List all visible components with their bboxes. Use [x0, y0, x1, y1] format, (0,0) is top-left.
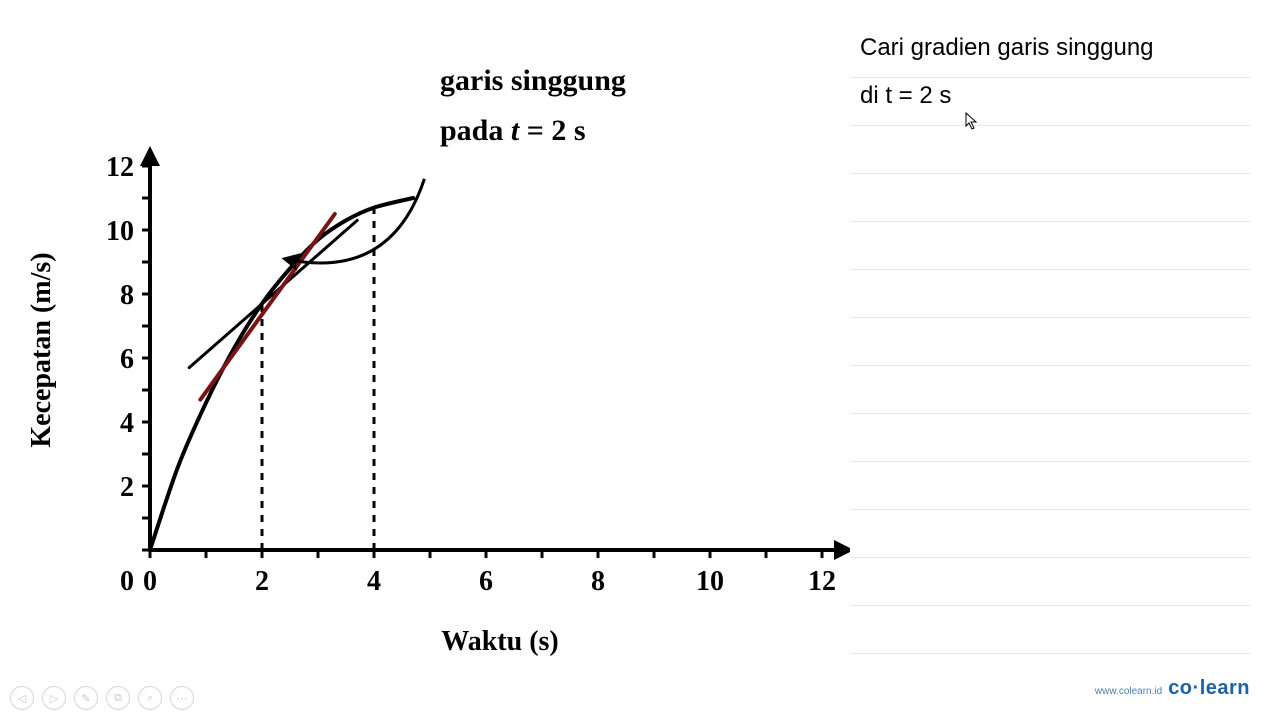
copy-icon[interactable]: ⧉: [106, 686, 130, 710]
note-line: [850, 606, 1250, 654]
note-line: [850, 126, 1250, 174]
svg-text:8: 8: [591, 566, 605, 597]
svg-text:0: 0: [120, 566, 134, 597]
svg-text:12: 12: [808, 566, 836, 597]
svg-text:2: 2: [255, 566, 269, 597]
footer-logo: co·learn: [1168, 677, 1250, 700]
svg-text:6: 6: [479, 566, 493, 597]
note-line: [850, 270, 1250, 318]
note-line: [850, 510, 1250, 558]
pen-icon[interactable]: ✎: [74, 686, 98, 710]
zoom-icon[interactable]: ⌕: [138, 686, 162, 710]
svg-text:pada t = 2 s: pada t = 2 s: [440, 114, 586, 147]
more-icon[interactable]: ⋯: [170, 686, 194, 710]
svg-text:8: 8: [120, 280, 134, 311]
note-line: [850, 318, 1250, 366]
footer-brand: www.colearn.id co·learn: [1095, 677, 1250, 700]
velocity-time-chart: 0 2 4 6 8 10 12 2 4 6 8 10 12 0 garis singgung pada t =…: [0, 0, 850, 720]
svg-text:Kecepatan (m/s): Kecepatan (m/s): [26, 252, 57, 447]
svg-text:4: 4: [367, 566, 381, 597]
svg-text:6: 6: [120, 344, 134, 375]
svg-text:10: 10: [106, 216, 134, 247]
notes-panel: Cari gradien garis singgung di t = 2 s: [850, 30, 1250, 690]
forward-icon[interactable]: ▷: [42, 686, 66, 710]
svg-text:12: 12: [106, 152, 134, 183]
chart-panel: 0 2 4 6 8 10 12 2 4 6 8 10 12 0 garis singgung pada t =…: [0, 0, 850, 720]
footer-url: www.colearn.id: [1095, 686, 1162, 697]
note-line: [850, 558, 1250, 606]
svg-text:10: 10: [696, 566, 724, 597]
svg-text:0: 0: [143, 566, 157, 597]
svg-text:garis singgung: garis singgung: [440, 64, 626, 97]
note-line: Cari gradien garis singgung: [850, 30, 1250, 78]
svg-text:2: 2: [120, 472, 134, 503]
svg-text:4: 4: [120, 408, 134, 439]
note-line: [850, 462, 1250, 510]
note-line: [850, 366, 1250, 414]
note-line: [850, 414, 1250, 462]
note-line: [850, 222, 1250, 270]
note-line: di t = 2 s: [850, 78, 1250, 126]
svg-text:Waktu (s): Waktu (s): [441, 626, 558, 657]
note-line: [850, 174, 1250, 222]
bottom-toolbar: ◁ ▷ ✎ ⧉ ⌕ ⋯: [10, 686, 194, 710]
back-icon[interactable]: ◁: [10, 686, 34, 710]
